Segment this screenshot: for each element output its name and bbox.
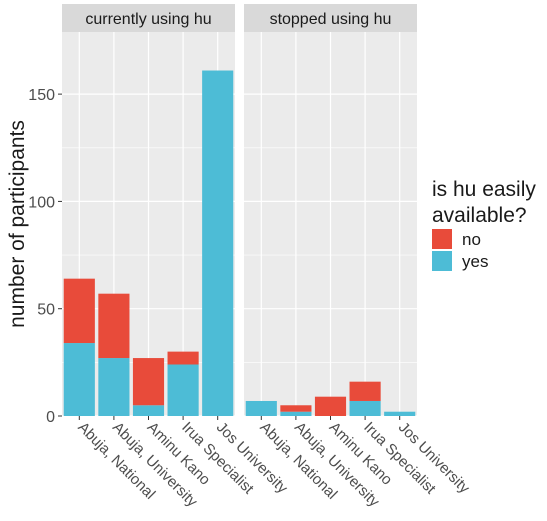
legend-label-no: no bbox=[462, 230, 481, 249]
facet-strip bbox=[244, 4, 417, 32]
legend: is hu easily available? no yes bbox=[432, 178, 536, 271]
bar-yes-2 bbox=[98, 358, 130, 416]
bar-yes-5 bbox=[384, 411, 416, 416]
y-axis: 0 50 100 150 bbox=[28, 87, 62, 426]
bar-no-4 bbox=[349, 381, 381, 401]
y-tick-label: 0 bbox=[46, 409, 55, 426]
y-tick-label: 100 bbox=[28, 194, 55, 211]
bar-no-3 bbox=[314, 396, 347, 416]
bar-yes-1 bbox=[63, 343, 95, 416]
bar-yes-5 bbox=[202, 70, 234, 416]
legend-key-yes bbox=[432, 251, 452, 271]
facet-strip-title: currently using hu bbox=[85, 11, 211, 28]
y-axis-title: number of participants bbox=[6, 120, 29, 328]
bar-yes-1 bbox=[245, 400, 277, 416]
bar-no-2 bbox=[280, 405, 312, 412]
bar-no-4 bbox=[167, 351, 199, 365]
legend-title-line: is hu easily bbox=[432, 178, 536, 201]
bar-no-1 bbox=[63, 278, 95, 344]
facet-strip bbox=[62, 4, 235, 32]
facet-strip-title: stopped using hu bbox=[270, 11, 392, 28]
bar-yes-3 bbox=[132, 405, 165, 416]
bar-yes-4 bbox=[167, 364, 199, 416]
y-tick-label: 50 bbox=[37, 302, 55, 319]
legend-key-no bbox=[432, 229, 452, 249]
legend-title-line: available? bbox=[432, 204, 527, 227]
bar-yes-2 bbox=[280, 411, 312, 416]
legend-label-yes: yes bbox=[462, 252, 488, 271]
bar-no-2 bbox=[98, 293, 130, 359]
y-tick-label: 150 bbox=[28, 87, 55, 104]
bar-yes-4 bbox=[349, 400, 381, 416]
bar-no-3 bbox=[132, 358, 165, 406]
